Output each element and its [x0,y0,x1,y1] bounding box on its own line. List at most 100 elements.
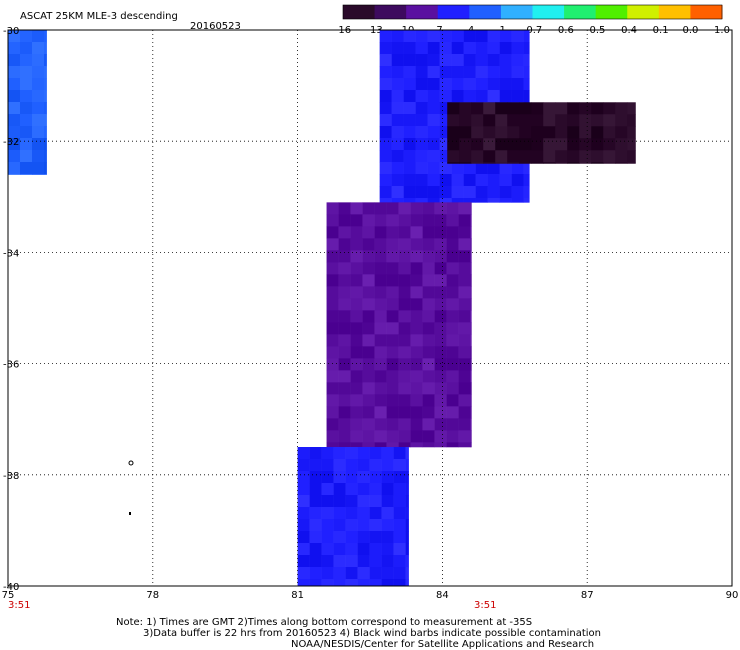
swath-cell [523,78,530,91]
swath-cell [451,54,464,67]
swath-cell [403,42,416,55]
swath-cell [487,198,500,203]
swath-cell [297,567,310,580]
swath-cell [333,483,346,496]
swath-cell [523,66,530,79]
swath-cell [338,358,351,371]
swath-cell [357,579,370,587]
swath-cell [627,162,636,164]
swath-cell [463,90,476,103]
swath-cell [386,442,399,448]
swath-cell [415,30,428,43]
swath-cell [20,150,33,163]
swath-cell [297,507,310,520]
swath-cell [470,298,472,311]
swath-cell [615,102,628,115]
swath-cell [427,186,440,199]
swath-cell [386,298,399,311]
swath-cell [350,370,363,383]
swath-cell [470,250,472,263]
swath-cell [475,162,488,175]
swath-cell [511,30,524,43]
swath-cell [415,186,428,199]
swath-cell [499,174,512,187]
swath-cell [403,78,416,91]
swath-cell [470,394,472,407]
swath-cell [475,66,488,79]
swath-cell [446,430,459,443]
swath-cell [458,286,471,299]
swath-cell [483,102,496,115]
swath-cell [398,418,411,431]
swath-cell [410,310,423,323]
swath-cell [487,162,500,175]
swath-cell [471,126,484,139]
swath-cell [350,430,363,443]
swath-cell [338,394,351,407]
swath-cell [470,442,472,448]
swath-cell [32,54,45,67]
swath-cell [603,102,616,115]
swath-cell [32,66,45,79]
swath-cell [393,579,406,587]
swath-cell [591,114,604,127]
swath-cell [615,162,628,164]
swath-cell [326,286,339,299]
swath-cell [333,507,346,520]
swath-cell [321,543,334,556]
swath-cell [427,138,440,151]
swath-cell [446,274,459,287]
swath-cell [471,150,484,163]
swath-cell [8,66,21,79]
colorbar-segment [374,5,407,19]
swath-cell [362,298,375,311]
swath-cell [338,274,351,287]
swath-cell [297,447,310,460]
swath-cell [458,226,471,239]
swath-cell [8,174,21,175]
swath-cell [543,126,556,139]
swath-cell [591,126,604,139]
swath-cell [362,406,375,419]
swath-cell [44,30,47,43]
swath-cell [391,66,404,79]
swath-cell [350,442,363,448]
note-line-2: 3)Data buffer is 22 hrs from 20160523 4)… [143,628,601,639]
swath-cell [386,286,399,299]
swath-cell [410,214,423,227]
swath-cell [44,138,47,151]
swath-cell [393,543,406,556]
swath-cell [345,507,358,520]
swath-cell [422,250,435,263]
swath-cell [531,126,544,139]
swath-cell [386,226,399,239]
swath-cell [357,507,370,520]
swath-cell [362,358,375,371]
swath-cell [309,447,322,460]
swath-cell [398,262,411,275]
swath-cell [627,138,636,151]
swath-cell [350,226,363,239]
swath-cell [591,102,604,115]
swath-cell [362,226,375,239]
colorbar-segment [690,5,723,19]
swath-cell [369,519,382,532]
swath-cell [415,162,428,175]
swath-cell [326,214,339,227]
swath-cell [451,90,464,103]
swath-cell [357,555,370,568]
swath-cell [386,238,399,251]
swath-cell [458,214,471,227]
swath-cell [374,262,387,275]
swath-cell [32,30,45,43]
swath-cell [326,334,339,347]
swath-cell [374,346,387,359]
swath-cell [446,250,459,263]
swath-cell [374,274,387,287]
swath-cell [44,150,47,163]
swath-cell [439,42,452,55]
swath-cell [379,126,392,139]
swath-cell [333,447,346,460]
swath-cell [463,174,476,187]
swath-cell [519,150,532,163]
